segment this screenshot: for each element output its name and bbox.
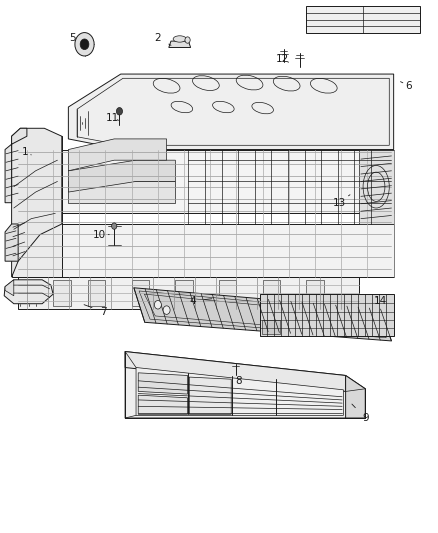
Polygon shape [88,280,106,306]
Polygon shape [53,280,71,306]
Text: 8: 8 [235,368,242,386]
Polygon shape [359,150,394,224]
Circle shape [163,306,170,314]
Polygon shape [306,280,324,306]
Polygon shape [261,294,394,336]
Polygon shape [132,280,149,306]
Text: 5: 5 [69,33,84,46]
Circle shape [154,301,161,309]
Polygon shape [62,150,394,213]
Polygon shape [12,128,62,277]
Text: 9: 9 [352,404,369,423]
Polygon shape [175,280,193,306]
Polygon shape [138,395,187,414]
Text: 14: 14 [374,296,387,306]
Circle shape [75,33,94,56]
Circle shape [117,108,123,115]
Text: 7: 7 [84,305,106,317]
Circle shape [112,223,117,229]
Polygon shape [138,373,187,394]
Circle shape [80,39,89,50]
Polygon shape [68,181,175,203]
Polygon shape [5,128,27,203]
Text: 12: 12 [276,54,289,64]
Polygon shape [12,136,62,277]
Text: 10: 10 [92,230,109,240]
Polygon shape [263,280,280,306]
Circle shape [185,37,190,43]
Text: 13: 13 [332,195,350,208]
Polygon shape [169,41,191,47]
Polygon shape [262,320,280,334]
Polygon shape [68,139,166,171]
Polygon shape [136,368,343,415]
Polygon shape [219,280,237,306]
Polygon shape [125,352,346,391]
Polygon shape [5,224,18,261]
Polygon shape [68,160,175,192]
Polygon shape [306,6,420,33]
Polygon shape [18,224,394,277]
Polygon shape [346,375,365,418]
Text: 4: 4 [190,296,212,306]
Polygon shape [134,288,392,341]
Polygon shape [125,352,365,418]
Text: 2: 2 [155,33,171,45]
Polygon shape [18,277,359,309]
Polygon shape [68,74,394,150]
Polygon shape [5,280,14,296]
Text: 1: 1 [21,147,31,157]
Polygon shape [4,280,53,304]
Text: 6: 6 [400,81,412,91]
Ellipse shape [173,36,186,42]
Text: 11: 11 [106,112,119,123]
Polygon shape [189,377,231,414]
